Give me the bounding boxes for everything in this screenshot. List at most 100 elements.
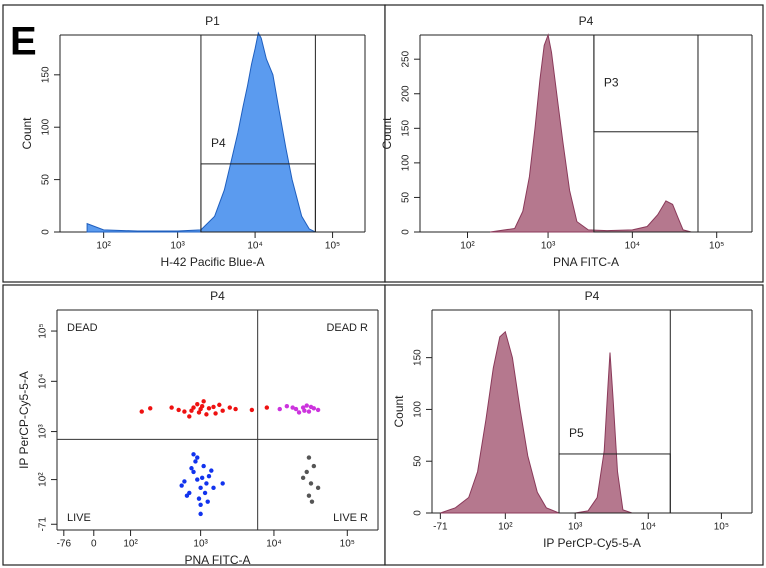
x-tick-label: 10⁵ xyxy=(340,539,355,550)
data-point xyxy=(204,412,209,417)
y-tick-label: 50 xyxy=(413,455,424,467)
data-point xyxy=(191,469,196,475)
data-point xyxy=(300,475,306,481)
data-point xyxy=(302,408,307,413)
data-point xyxy=(304,403,309,408)
data-point xyxy=(148,406,153,411)
data-point xyxy=(306,493,312,498)
x-axis-label: PNA FITC-A xyxy=(553,255,619,269)
data-point xyxy=(205,499,210,504)
data-point xyxy=(187,414,192,419)
data-point xyxy=(277,406,282,412)
panel-frame xyxy=(2,284,386,566)
data-point xyxy=(199,403,205,409)
data-point xyxy=(189,408,194,413)
y-axis-label: IP PerCP-Cy5-5-A xyxy=(17,371,31,469)
data-point xyxy=(308,481,314,486)
quadrant-label: DEAD xyxy=(67,322,98,334)
gate-label: P4 xyxy=(211,136,226,150)
x-axis-label: H-42 Pacific Blue-A xyxy=(160,255,264,269)
data-point xyxy=(198,485,203,491)
x-tick-label: 10⁵ xyxy=(709,241,724,252)
y-tick-label: 50 xyxy=(401,191,412,203)
x-tick-label: 10⁵ xyxy=(714,522,729,533)
data-point xyxy=(199,475,205,481)
y-tick-label: 10⁵ xyxy=(38,323,49,338)
y-tick-label: 100 xyxy=(401,154,412,171)
data-point xyxy=(198,511,203,517)
data-point xyxy=(191,405,196,410)
data-point xyxy=(204,481,209,486)
x-tick-label: 10⁴ xyxy=(641,522,656,533)
histogram-area xyxy=(490,33,692,233)
data-point xyxy=(195,455,200,460)
data-point xyxy=(195,402,200,407)
data-point xyxy=(184,493,190,498)
data-point xyxy=(264,405,270,410)
y-axis-label: Count xyxy=(380,117,394,150)
data-point xyxy=(211,404,216,410)
x-tick-label: 10³ xyxy=(170,241,185,252)
x-tick-label: 10² xyxy=(123,539,138,550)
gate xyxy=(558,453,671,514)
data-point xyxy=(209,468,214,473)
x-tick-label: 10⁵ xyxy=(325,241,340,252)
x-tick-label: 0 xyxy=(91,539,97,550)
y-tick-label: 150 xyxy=(41,66,52,83)
y-tick-label: 0 xyxy=(413,510,424,516)
y-tick-label: 250 xyxy=(401,50,412,67)
y-tick-label: 10² xyxy=(38,472,49,487)
data-point xyxy=(306,409,312,414)
data-point xyxy=(193,459,198,464)
x-tick-label: 10² xyxy=(498,522,513,533)
data-point xyxy=(189,466,194,471)
data-point xyxy=(139,409,144,414)
data-point xyxy=(179,483,184,488)
data-point xyxy=(182,409,187,414)
data-point xyxy=(315,407,321,413)
data-point xyxy=(220,481,225,486)
y-tick-label: 0 xyxy=(401,229,412,235)
data-point xyxy=(202,490,208,496)
data-point xyxy=(309,499,315,504)
x-axis-label: PNA FITC-A xyxy=(184,553,250,567)
chart-title: P1 xyxy=(205,14,220,28)
x-tick-label: 10⁴ xyxy=(266,539,281,550)
y-tick-label: 10³ xyxy=(38,424,49,439)
y-tick-label: 200 xyxy=(401,85,412,102)
chart-title: P4 xyxy=(579,14,594,28)
data-point xyxy=(195,477,200,482)
panel-label: E xyxy=(10,20,37,64)
data-point xyxy=(201,463,206,469)
y-tick-label: 150 xyxy=(413,349,424,366)
gate xyxy=(200,163,316,233)
data-point xyxy=(304,469,309,475)
data-point xyxy=(191,452,196,457)
quadrant-label: LIVE R xyxy=(333,512,368,524)
chart-title: P4 xyxy=(585,289,600,303)
panel-frame xyxy=(384,4,764,283)
y-tick-label: 50 xyxy=(41,174,52,186)
x-tick-label: 10³ xyxy=(193,539,208,550)
data-point xyxy=(293,406,299,412)
data-point xyxy=(233,406,238,412)
data-point xyxy=(196,410,202,415)
data-point xyxy=(249,407,255,413)
data-point xyxy=(169,405,174,410)
data-point xyxy=(290,405,295,410)
y-tick-label: 100 xyxy=(41,118,52,135)
data-point xyxy=(227,405,232,410)
data-point xyxy=(206,474,212,479)
data-point xyxy=(198,502,203,507)
data-point xyxy=(311,463,317,469)
x-tick-label: -76 xyxy=(57,539,72,550)
panel-frame xyxy=(2,4,386,283)
data-point xyxy=(211,485,216,491)
chart-title: P4 xyxy=(210,289,225,303)
y-axis-label: Count xyxy=(20,117,34,150)
x-axis-label: IP PerCP-Cy5-5-A xyxy=(543,536,641,550)
data-point xyxy=(308,404,314,410)
y-tick-label: 100 xyxy=(413,401,424,418)
data-point xyxy=(176,407,181,413)
